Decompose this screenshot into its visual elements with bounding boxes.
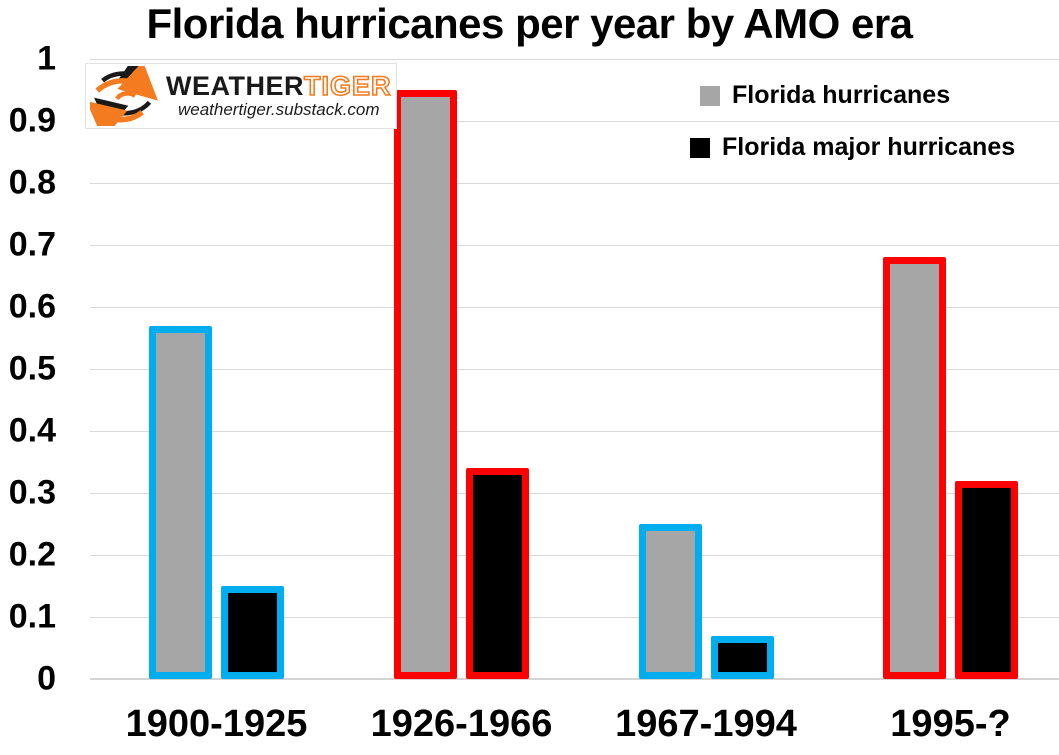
y-axis-tick-label: 0.6 [8,287,56,326]
y-axis-tick-label: 1 [37,39,56,78]
x-axis-category-label: 1926-1966 [370,703,553,745]
chart-title: Florida hurricanes per year by AMO era [146,0,913,47]
y-axis-tick-label: 0.3 [8,473,56,512]
gridline [90,58,1059,60]
bar-major-hurricanes [221,586,284,679]
legend-label: Florida major hurricanes [722,133,1016,161]
y-axis-tick-label: 0.7 [8,225,56,264]
bar-hurricanes [883,257,946,679]
y-axis-tick-label: 0.4 [8,411,56,450]
x-axis-category-label: 1995-? [890,703,1011,745]
y-axis-tick-label: 0.2 [8,535,56,574]
bar-hurricanes [149,326,212,679]
legend-swatch-black [690,137,710,158]
gridline [90,430,1059,432]
bar-hurricanes [638,524,702,679]
y-axis-tick-label: 0.9 [8,101,56,140]
legend-label: Florida hurricanes [732,81,951,109]
legend-item-major-hurricanes: Florida major hurricanes [690,133,1015,162]
x-axis-line [90,678,1059,680]
y-axis-tick-label: 0.8 [8,163,56,202]
gridline [90,554,1059,556]
gridline [90,368,1059,370]
legend-item-hurricanes: Florida hurricanes [700,81,950,110]
gridline [90,244,1059,246]
gridline [90,492,1059,494]
logo-brand: WEATHERTIGER [166,70,392,101]
x-axis-category-label: 1900-1925 [125,703,308,745]
gridline [90,616,1059,618]
y-axis-tick-label: 0.1 [8,597,56,636]
logo-subtitle: weathertiger.substack.com [177,99,380,119]
hurricane-swirl-icon [90,66,158,126]
y-axis-tick-label: 0.5 [8,349,56,388]
x-axis-category-label: 1967-1994 [615,703,797,745]
weathertiger-logo: WEATHERTIGER weathertiger.substack.com [85,63,397,129]
gridline [90,182,1059,184]
gridline [90,306,1059,308]
logo-brand-weather: WEATHER [166,70,304,101]
logo-brand-tiger: TIGER [303,70,392,101]
bar-major-hurricanes [955,481,1018,679]
logo-text: WEATHERTIGER weathertiger.substack.com [166,70,392,120]
y-axis-tick-label: 0 [37,659,56,698]
gridline [90,120,1059,122]
legend-swatch-gray [700,85,720,106]
bar-major-hurricanes [466,468,529,679]
bar-major-hurricanes [710,636,774,679]
bar-hurricanes [394,90,457,679]
